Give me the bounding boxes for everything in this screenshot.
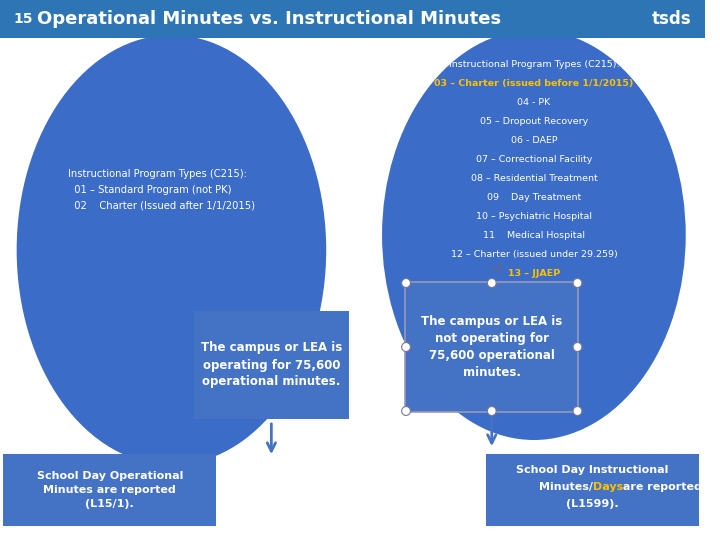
Circle shape xyxy=(402,407,410,415)
Text: Instructional Program Types (C215):: Instructional Program Types (C215): xyxy=(449,60,619,69)
Text: School Day Instructional: School Day Instructional xyxy=(516,465,669,475)
Text: School Day Operational
Minutes are reported
(L15/1).: School Day Operational Minutes are repor… xyxy=(37,471,183,509)
Text: (L1599).: (L1599). xyxy=(567,499,619,509)
FancyBboxPatch shape xyxy=(405,282,578,412)
Text: Minutes/: Minutes/ xyxy=(539,482,593,492)
Text: 13 – JJAEP: 13 – JJAEP xyxy=(508,269,560,278)
Text: Operational Minutes vs. Instructional Minutes: Operational Minutes vs. Instructional Mi… xyxy=(37,10,501,28)
Text: tsds: tsds xyxy=(652,10,692,28)
Text: The campus or LEA is
operating for 75,600
operational minutes.: The campus or LEA is operating for 75,60… xyxy=(201,341,342,388)
Circle shape xyxy=(402,342,410,352)
Circle shape xyxy=(573,407,582,415)
Bar xyxy=(3,454,217,526)
Text: 09    Day Treatment: 09 Day Treatment xyxy=(487,193,581,202)
Text: 06 - DAEP: 06 - DAEP xyxy=(510,136,557,145)
Text: Days: Days xyxy=(593,482,623,492)
Ellipse shape xyxy=(17,35,326,465)
Circle shape xyxy=(487,407,496,415)
Bar xyxy=(0,0,706,38)
Text: The campus or LEA is
not operating for
75,600 operational
minutes.: The campus or LEA is not operating for 7… xyxy=(421,315,562,379)
Text: 04 - PK: 04 - PK xyxy=(517,98,551,107)
Text: 10 – Psychiatric Hospital: 10 – Psychiatric Hospital xyxy=(476,212,592,221)
Text: 15: 15 xyxy=(14,12,33,26)
Text: 11    Medical Hospital: 11 Medical Hospital xyxy=(483,231,585,240)
Text: 03 – Charter (issued before 1/1/2015): 03 – Charter (issued before 1/1/2015) xyxy=(434,79,634,88)
Text: 07 – Correctional Facility: 07 – Correctional Facility xyxy=(476,155,592,164)
Ellipse shape xyxy=(382,30,685,440)
Bar xyxy=(486,454,699,526)
Text: 05 – Dropout Recovery: 05 – Dropout Recovery xyxy=(480,117,588,126)
Text: 12 – Charter (issued under 29.259): 12 – Charter (issued under 29.259) xyxy=(451,250,617,259)
Circle shape xyxy=(487,279,496,287)
Circle shape xyxy=(573,342,582,352)
Text: ↺: ↺ xyxy=(492,262,502,275)
Text: are reported: are reported xyxy=(619,482,702,492)
Circle shape xyxy=(402,279,410,287)
Text: 08 – Residential Treatment: 08 – Residential Treatment xyxy=(470,174,598,183)
Bar xyxy=(194,311,348,419)
Text: Instructional Program Types (C215):
  01 – Standard Program (not PK)
  02    Cha: Instructional Program Types (C215): 01 –… xyxy=(68,170,255,211)
Circle shape xyxy=(573,279,582,287)
